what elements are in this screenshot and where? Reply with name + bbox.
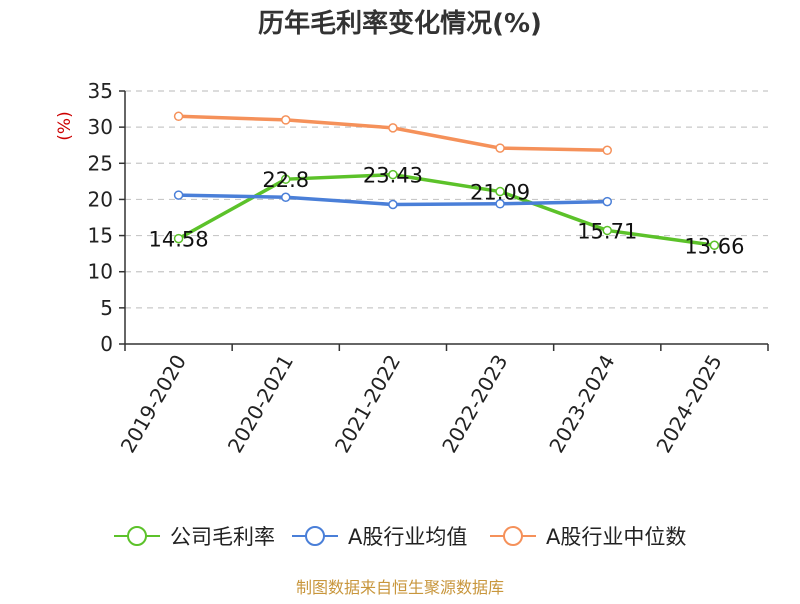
- data-point: [388, 199, 398, 210]
- data-point: [495, 143, 505, 153]
- y-tick-label: 0: [100, 332, 113, 356]
- source-note: 制图数据来自恒生聚源数据库: [296, 578, 504, 597]
- data-point: [388, 169, 398, 180]
- data-label: 22.8: [262, 168, 309, 192]
- data-point: [281, 192, 291, 203]
- x-tick-label: 2022-2023: [437, 351, 512, 457]
- y-tick-label: 10: [88, 260, 113, 284]
- y-tick-label: 15: [88, 224, 113, 248]
- series-line: [177, 172, 715, 247]
- legend-item: 公司毛利率: [114, 525, 275, 549]
- data-point: [495, 199, 505, 209]
- data-label: 15.71: [577, 219, 637, 243]
- x-tick-label: 2023-2024: [544, 351, 619, 457]
- data-point: [173, 190, 184, 200]
- data-point: [281, 174, 291, 184]
- chart-title: 历年毛利率变化情况(%): [258, 8, 542, 39]
- data-label: 21.09: [470, 181, 530, 205]
- y-tick-label: 25: [88, 151, 113, 175]
- data-label: 14.58: [149, 228, 209, 252]
- data-point: [602, 225, 612, 236]
- legend-swatch-marker: [305, 526, 325, 546]
- y-tick-label: 35: [88, 79, 113, 103]
- data-point: [709, 240, 720, 251]
- legend-swatch-marker: [127, 526, 147, 546]
- data-point: [388, 123, 398, 133]
- data-point: [602, 145, 612, 156]
- legend-label: A股行业中位数: [546, 525, 686, 549]
- data-point: [495, 186, 505, 197]
- x-tick-label: 2020-2021: [223, 351, 298, 457]
- y-tick-label: 20: [88, 187, 113, 211]
- x-tick-label: 2019-2020: [116, 351, 191, 457]
- legend-swatch-marker: [503, 526, 523, 546]
- legend: 公司毛利率 A股行业均值 A股行业中位数: [114, 525, 686, 549]
- data-point: [281, 115, 291, 125]
- data-label: 13.66: [684, 234, 744, 258]
- series-line: [178, 114, 608, 153]
- series-lines: [173, 111, 720, 251]
- y-tick-label: 5: [100, 296, 113, 320]
- data-point: [602, 196, 612, 207]
- data-point: [173, 233, 184, 244]
- legend-item: A股行业中位数: [490, 525, 686, 549]
- legend-label: 公司毛利率: [170, 525, 275, 549]
- grid-lines: [125, 90, 768, 309]
- data-label: 23.43: [363, 164, 423, 188]
- y-tick-label: 30: [88, 115, 113, 139]
- y-axis-label: (%): [55, 111, 75, 140]
- legend-label: A股行业均值: [348, 525, 467, 549]
- legend-item: A股行业均值: [292, 525, 467, 549]
- x-tick-label: 2021-2022: [330, 351, 405, 457]
- data-labels: 14.58 22.8 23.43 21.09 15.71 13.66: [149, 164, 745, 259]
- x-tick-label: 2024-2025: [651, 351, 726, 457]
- data-point: [173, 111, 184, 122]
